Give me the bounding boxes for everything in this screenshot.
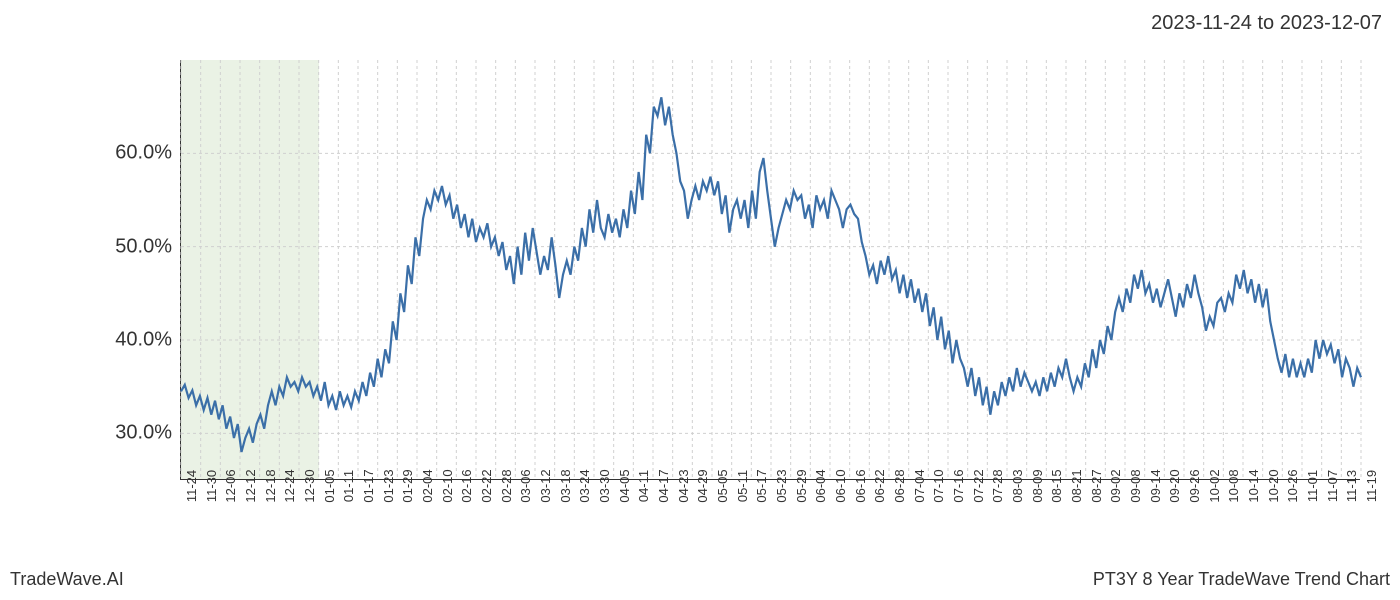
gridlines-group (181, 60, 1361, 480)
xtick-label: 06-22 (872, 469, 887, 502)
xtick-label: 11-07 (1325, 470, 1340, 502)
xtick-label: 08-21 (1069, 469, 1084, 502)
xtick-label: 09-26 (1187, 469, 1202, 502)
date-range-label: 2023-11-24 to 2023-12-07 (1151, 12, 1382, 35)
xtick-label: 06-16 (853, 469, 868, 502)
xtick-label: 07-04 (912, 469, 927, 502)
xtick-label: 08-27 (1089, 469, 1104, 502)
xtick-label: 10-02 (1207, 469, 1222, 502)
xtick-label: 07-10 (931, 469, 946, 502)
xtick-label: 02-16 (459, 469, 474, 502)
xtick-label: 10-14 (1246, 469, 1261, 502)
xtick-label: 04-11 (636, 470, 651, 502)
xtick-label: 05-29 (794, 469, 809, 502)
xtick-label: 07-28 (990, 469, 1005, 502)
xtick-label: 10-26 (1285, 469, 1300, 502)
xtick-label: 03-24 (577, 469, 592, 502)
xtick-label: 11-30 (204, 470, 219, 502)
xtick-label: 06-28 (892, 469, 907, 502)
xtick-label: 05-05 (715, 469, 730, 502)
xtick-label: 09-08 (1128, 469, 1143, 502)
xtick-label: 06-04 (813, 469, 828, 502)
xtick-label: 08-03 (1010, 469, 1025, 502)
xtick-label: 12-12 (243, 469, 258, 502)
xtick-label: 03-30 (597, 469, 612, 502)
xtick-label: 01-05 (322, 469, 337, 502)
xtick-label: 11-19 (1364, 470, 1379, 502)
xtick-label: 11-01 (1305, 470, 1320, 502)
xtick-label: 02-28 (499, 469, 514, 502)
xtick-label: 07-22 (971, 469, 986, 502)
chart-title: PT3Y 8 Year TradeWave Trend Chart (1093, 569, 1390, 590)
xtick-label: 06-10 (833, 469, 848, 502)
xtick-label: 01-11 (341, 470, 356, 502)
xtick-label: 09-02 (1108, 469, 1123, 502)
branding-label: TradeWave.AI (10, 569, 124, 590)
xtick-label: 05-17 (754, 469, 769, 502)
xtick-label: 12-06 (223, 469, 238, 502)
xtick-label: 01-23 (381, 469, 396, 502)
xtick-label: 10-20 (1266, 469, 1281, 502)
xtick-label: 08-09 (1030, 469, 1045, 502)
xtick-label: 12-24 (282, 469, 297, 502)
xtick-label: 01-29 (400, 469, 415, 502)
plot-area (180, 60, 1360, 480)
xtick-label: 08-15 (1049, 469, 1064, 502)
xtick-label: 12-18 (263, 469, 278, 502)
xtick-label: 04-29 (695, 469, 710, 502)
xtick-label: 03-06 (518, 469, 533, 502)
xtick-label: 07-16 (951, 469, 966, 502)
ytick-label: 40.0% (115, 329, 172, 352)
xtick-label: 01-17 (361, 469, 376, 502)
xtick-label: 09-20 (1167, 469, 1182, 502)
xtick-label: 04-23 (676, 469, 691, 502)
xtick-label: 04-17 (656, 469, 671, 502)
xtick-label: 09-14 (1148, 469, 1163, 502)
xtick-label: 10-08 (1226, 469, 1241, 502)
xtick-label: 05-11 (735, 470, 750, 502)
xtick-label: 02-04 (420, 469, 435, 502)
xtick-label: 05-23 (774, 469, 789, 502)
ytick-label: 50.0% (115, 235, 172, 258)
ytick-label: 30.0% (115, 422, 172, 445)
ytick-label: 60.0% (115, 142, 172, 165)
xtick-label: 11-24 (184, 470, 199, 502)
xtick-label: 02-22 (479, 469, 494, 502)
xtick-label: 02-10 (440, 469, 455, 502)
chart-svg (181, 60, 1361, 480)
xtick-label: 11-13 (1344, 470, 1359, 502)
xtick-label: 04-05 (617, 469, 632, 502)
xtick-label: 03-12 (538, 469, 553, 502)
xtick-label: 03-18 (558, 469, 573, 502)
xtick-label: 12-30 (302, 469, 317, 502)
